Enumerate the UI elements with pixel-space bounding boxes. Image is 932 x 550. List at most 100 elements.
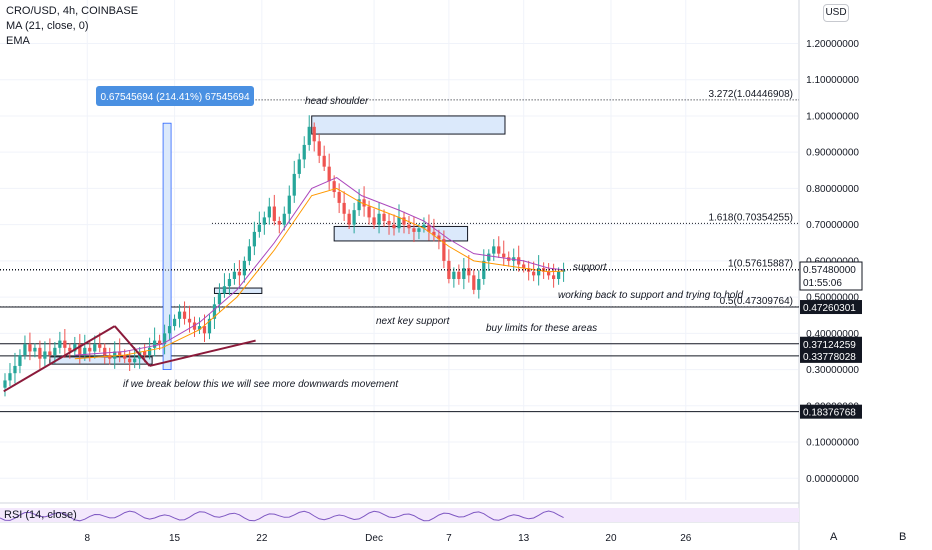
candle-body: [277, 221, 281, 225]
trendline-down: [113, 325, 151, 367]
chart-legend: CRO/USD, 4h, COINBASE MA (21, close, 0) …: [6, 4, 138, 49]
candle-body: [387, 221, 391, 225]
candle-body: [357, 199, 361, 211]
candle-body: [432, 231, 436, 236]
auto-scale-button[interactable]: A: [830, 531, 838, 543]
x-tick-label: 7: [446, 533, 452, 544]
level-price-label: 0.47260301: [803, 303, 856, 314]
candle-body: [347, 213, 351, 225]
candle-body: [537, 268, 541, 276]
y-tick-label: 0.90000000: [806, 148, 859, 159]
ema-indicator-label[interactable]: EMA: [6, 35, 30, 47]
candle-body: [83, 347, 87, 356]
chart-annotation: if we break below this we will see more …: [123, 379, 399, 390]
candle-body: [272, 206, 276, 222]
candle-body: [502, 253, 506, 258]
candle-body: [222, 286, 227, 294]
rsi-line: [0, 510, 564, 522]
y-tick-label: 1.00000000: [806, 111, 859, 122]
candle-body: [68, 347, 72, 352]
candle-body: [332, 181, 336, 193]
candle-body: [48, 351, 52, 356]
candle-body: [437, 235, 441, 240]
candle-body: [103, 347, 107, 356]
level-price-label: 0.18376768: [803, 408, 856, 419]
currency-button[interactable]: USD: [823, 4, 849, 22]
candle-body: [73, 344, 77, 352]
candle-body: [262, 217, 266, 225]
y-tick-label: 0.10000000: [806, 438, 859, 449]
candle-body: [342, 202, 346, 214]
x-tick-label: 26: [680, 533, 692, 544]
candle-body: [327, 166, 331, 182]
x-tick-label: 15: [169, 533, 181, 544]
candle-body: [202, 326, 207, 334]
chart-annotation: next key support: [376, 316, 451, 327]
candle-body: [302, 144, 306, 160]
candle-body: [53, 347, 57, 356]
candle-body: [242, 260, 247, 276]
ma21-line: [74, 176, 564, 356]
candle-body: [551, 275, 556, 279]
candle-body: [247, 246, 251, 261]
candle-body: [457, 271, 461, 279]
candle-body: [307, 126, 311, 145]
chart-annotation: working back to support and trying to ho…: [558, 290, 744, 301]
level-price-tag: [800, 300, 862, 315]
candle-body: [422, 224, 426, 229]
candle-body: [282, 213, 286, 225]
chart-annotation: support: [573, 262, 608, 273]
symbol-title[interactable]: CRO/USD, 4h, COINBASE: [6, 5, 139, 17]
y-tick-label: 0.40000000: [806, 329, 859, 340]
candle-body: [427, 224, 431, 232]
candle-body: [98, 344, 102, 348]
y-tick-label: 0.00000000: [806, 474, 859, 485]
candle-body: [352, 210, 356, 225]
candle-body: [23, 344, 27, 356]
candle-body: [492, 246, 496, 254]
candle-body: [412, 228, 416, 232]
log-scale-button[interactable]: B: [899, 531, 907, 543]
candle-body: [167, 326, 172, 334]
candle-body: [143, 351, 147, 356]
level-price-tag: [800, 348, 862, 363]
level-price-label: 0.37124259: [803, 340, 856, 351]
candle-body: [207, 318, 212, 334]
candle-body: [123, 355, 127, 359]
candle-body: [133, 358, 137, 363]
candle-body: [8, 373, 12, 381]
candle-body: [497, 246, 501, 254]
level-price-tag: [800, 404, 862, 419]
candle-body: [157, 340, 162, 345]
candle-body: [232, 271, 237, 279]
y-tick-label: 0.80000000: [806, 184, 859, 195]
fib-level-label: 0.5(0.47309764): [720, 296, 793, 307]
y-tick-label: 1.20000000: [806, 39, 859, 50]
candle-body: [447, 260, 451, 279]
candle-body: [128, 358, 132, 363]
y-tick-label: 0.30000000: [806, 365, 859, 376]
chart-annotation: buy limits for these areas: [486, 323, 597, 334]
ma-indicator-label[interactable]: MA (21, close, 0): [6, 20, 89, 32]
candle-body: [292, 173, 296, 196]
candle-body: [417, 228, 421, 232]
x-tick-label: 8: [85, 533, 91, 544]
candle-body: [227, 278, 232, 287]
candle-body: [462, 268, 466, 279]
bar-countdown-label: 01:55:06: [803, 278, 842, 289]
candle-body: [237, 271, 242, 276]
trendline-up: [3, 325, 116, 393]
candle-body: [367, 206, 371, 218]
candle-body: [337, 192, 341, 203]
candle-body: [477, 278, 481, 290]
candle-body: [38, 347, 42, 359]
candle-body: [547, 271, 551, 276]
measure-range: [162, 122, 172, 370]
candle-body: [372, 217, 376, 225]
candle-body: [33, 347, 37, 352]
fib-level-label: 1.618(0.70354255): [708, 212, 793, 223]
candle-body: [28, 344, 32, 352]
rsi-indicator-label[interactable]: RSI (14, close): [4, 509, 77, 521]
candle-body: [18, 355, 22, 366]
